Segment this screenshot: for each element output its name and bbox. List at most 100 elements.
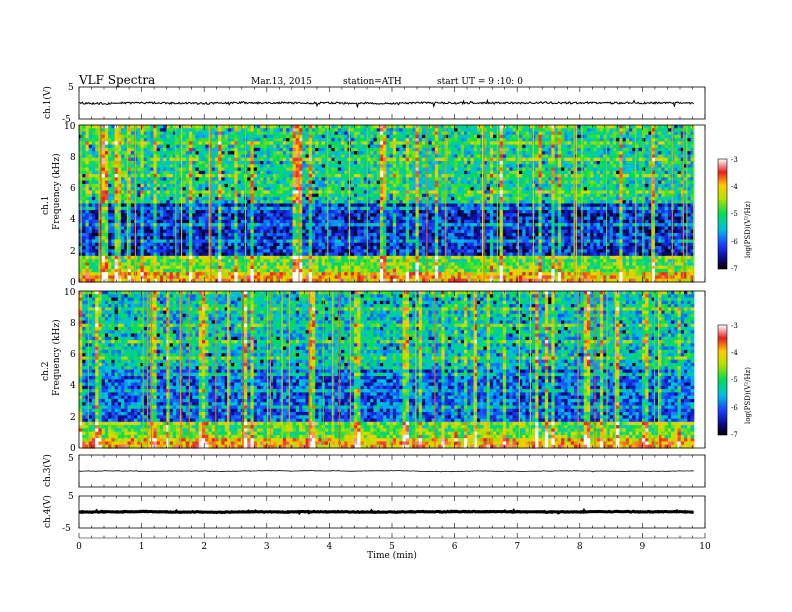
spec1-cell [667,147,672,152]
spec1-cell [208,157,213,162]
spec1-cell [289,138,294,142]
spec1-cell [645,167,650,172]
spec1-cell [227,125,232,129]
spec1-cell [114,131,119,136]
spec1-cell [240,167,245,172]
spec1-cell [82,157,87,162]
spec1-cell [231,154,235,159]
spec1-cell [250,157,255,162]
spec1-cell [438,138,442,142]
spec1-cell [541,170,546,175]
spec1-cell [282,170,287,175]
spec1-cell [370,134,375,139]
spec1-cell [98,164,103,169]
spec1-cell [328,144,332,149]
spec1-cell [321,160,326,165]
spec1-cell [117,167,122,172]
spec1-cell [496,170,501,175]
spec1-cell [506,131,510,136]
spec1-cell [172,164,177,169]
spec1-cell [334,141,339,146]
spec1-cell [641,141,646,146]
spec1-cell [88,138,93,142]
spec1-cell [350,125,355,129]
spec1-cell [237,164,242,169]
spec1-cell [499,157,504,162]
spec1-cell [671,138,675,142]
spec1-cell [159,174,164,178]
spec1-cell [687,131,692,136]
spec1-cell [531,147,536,152]
spec1-cell [528,131,533,136]
spec1-cell [447,125,452,129]
spec1-cell [551,128,556,133]
spec1-cell [473,125,478,129]
spec1-cell [337,125,342,129]
spec1-cell [506,125,510,129]
spec1-cell [428,174,433,178]
spec1-cell [609,157,614,162]
spec1-cell [370,138,375,142]
spec1-cell [648,147,653,152]
spec1-cell [412,174,417,178]
spec1-cell [163,164,167,169]
spec1-cell [85,154,90,159]
spec1-cell [544,138,549,142]
spec1-cell [114,157,119,162]
spec1-cell [247,170,252,175]
spec1-cell [350,164,355,169]
spec1-cell [95,131,100,136]
spec1-cell [91,147,96,152]
spec1-cell [156,131,161,136]
spec1-cell [366,138,371,142]
spec1-cell [240,125,245,129]
spec1-cell [470,154,475,159]
spec1-cell [373,174,378,178]
spec1-cell [224,154,229,159]
spec1-cell [240,164,245,169]
spec1-cell [263,125,268,129]
spec1-cell [150,167,155,172]
spec1-cell [625,131,630,136]
spec1-cell [557,151,562,156]
spec1-cell [247,174,252,178]
spec1-cell [127,177,132,182]
ch1-voltage-trace [79,98,694,109]
spec1-cell [224,134,229,139]
spec1-cell [619,144,624,149]
spec1-cell [528,144,533,149]
spec1-cell [292,131,297,136]
spec1-cell [603,138,607,142]
spec1-cell [457,147,462,152]
spec1-cell [117,128,122,133]
spec1-cell [599,134,604,139]
spec1-cell [567,147,572,152]
spec1-cell [596,160,601,165]
spec1-cell [366,164,371,169]
spec1-cell [146,138,151,142]
spec1-cell [389,144,394,149]
spec1-cell [583,144,588,149]
spec1-cell [476,154,481,159]
spec1-cell [256,170,261,175]
spec1-cell [341,144,345,149]
spec1-cell [661,164,666,169]
spec1-cell [341,164,345,169]
spec1-cell [104,177,109,182]
spec1-cell [82,125,87,129]
spec1-cell [489,167,494,172]
spec1-cell [629,144,633,149]
spec1-cell [282,157,287,162]
spec1-cell [528,151,533,156]
spec1-cell [489,164,494,169]
spec1-cell [648,138,653,142]
spec1-cell [674,154,679,159]
spec1-cell [324,170,329,175]
spec1-cell [143,170,148,175]
spec1-cell [444,174,449,178]
spec1-cell [315,151,320,156]
spec1-cell [409,138,413,142]
spec1-cell [130,141,135,146]
spec1-cell [609,125,614,129]
spec1-cell [247,154,252,159]
